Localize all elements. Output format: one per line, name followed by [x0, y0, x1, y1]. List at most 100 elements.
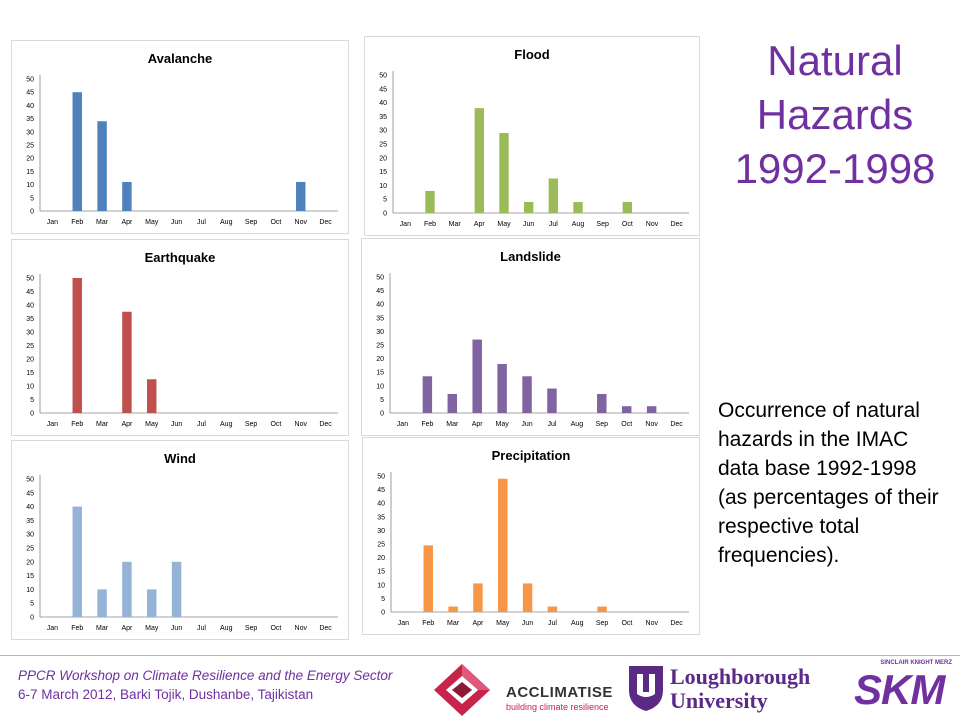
y-tick-label: 10	[379, 183, 387, 190]
bar-aug	[573, 201, 583, 213]
y-tick-label: 45	[379, 86, 387, 93]
chart-title: Precipitation	[492, 448, 571, 463]
y-tick-label: 15	[26, 169, 34, 176]
y-tick-label: 40	[377, 501, 385, 508]
y-tick-label: 30	[377, 528, 385, 535]
x-tick-label: Aug	[571, 620, 584, 627]
bar-apr	[122, 181, 132, 211]
y-tick-label: 50	[376, 275, 384, 282]
y-tick-label: 10	[26, 182, 34, 189]
y-tick-label: 35	[376, 315, 384, 322]
x-tick-label: Jul	[197, 625, 206, 632]
x-tick-label: Oct	[621, 421, 632, 428]
x-tick-label: Sep	[245, 421, 258, 428]
x-tick-label: Mar	[96, 421, 109, 428]
x-tick-label: Feb	[421, 421, 433, 428]
bar-jul	[547, 606, 558, 612]
chart-precipitation-svg: Precipitation 0 5 10 15 20 25 30 35 40 45 50 Jan Feb M…	[377, 448, 689, 627]
x-tick-label: Sep	[245, 219, 258, 226]
x-tick-label: Mar	[96, 219, 109, 226]
x-tick-label: Dec	[319, 625, 332, 632]
bar-oct	[622, 201, 633, 213]
chart-avalanche-svg: Avalanche 0 5 10 15 20 25 30 35 40 45 50 Jan Feb Mar Ap…	[26, 51, 338, 226]
x-tick-label: Aug	[220, 625, 233, 632]
chart-title: Avalanche	[148, 51, 213, 66]
x-tick-label: Mar	[447, 620, 460, 627]
slide-title-line: Hazards	[756, 91, 914, 138]
x-tick-label: Dec	[319, 219, 332, 226]
y-tick-label: 15	[377, 569, 385, 576]
y-tick-label: 50	[26, 77, 34, 84]
x-tick-label: Sep	[596, 620, 609, 627]
bar-feb	[422, 376, 433, 413]
chart-title: Wind	[164, 451, 196, 466]
y-tick-label: 35	[26, 316, 34, 323]
x-tick-label: Nov	[646, 221, 659, 228]
bar-feb	[423, 545, 433, 612]
x-tick-label: Feb	[422, 620, 434, 627]
y-tick-label: 30	[376, 329, 384, 336]
x-tick-label: Feb	[424, 221, 436, 228]
x-tick-label: Mar	[446, 421, 459, 428]
x-tick-label: Jan	[398, 620, 409, 627]
bar-nov	[296, 181, 306, 211]
x-tick-label: Apr	[121, 421, 133, 428]
x-tick-label: Jan	[397, 421, 408, 428]
y-tick-label: 10	[376, 383, 384, 390]
bar-jul	[547, 388, 557, 413]
bar-feb	[425, 190, 435, 213]
acclimatise-tagline: building climate resilience	[506, 702, 609, 712]
x-tick-label: Apr	[121, 625, 133, 632]
y-tick-label: 15	[376, 370, 384, 377]
slide-description: Occurrence of natural hazards in the IMA…	[718, 399, 939, 567]
y-tick-label: 45	[26, 90, 34, 97]
chart-earthquake: Earthquake 0 5 10 15 20 25 30 35 40 45 50 Jan Feb Mar A…	[11, 239, 349, 436]
slide-title-line: Natural	[767, 37, 903, 84]
loughborough-line2: University	[670, 688, 768, 713]
y-tick-label: 35	[379, 114, 387, 121]
bar-may	[147, 379, 157, 413]
x-tick-label: May	[145, 421, 159, 428]
x-tick-label: Jun	[522, 620, 533, 627]
y-tick-label: 30	[26, 532, 34, 539]
x-tick-label: Sep	[596, 421, 609, 428]
chart-avalanche: Avalanche 0 5 10 15 20 25 30 35 40 45 50 Jan Feb Mar Ap…	[11, 40, 349, 234]
bar-mar	[97, 589, 107, 617]
x-tick-label: Aug	[572, 221, 585, 228]
x-tick-label: Dec	[670, 221, 683, 228]
x-tick-label: Apr	[472, 421, 484, 428]
bar-may	[498, 478, 508, 612]
x-tick-label: Jan	[47, 625, 58, 632]
y-tick-label: 5	[30, 397, 34, 404]
x-tick-label: Oct	[270, 219, 281, 226]
chart-earthquake-svg: Earthquake 0 5 10 15 20 25 30 35 40 45 50 Jan Feb Mar A…	[26, 250, 338, 428]
y-tick-label: 0	[383, 211, 387, 218]
x-tick-label: Apr	[474, 221, 486, 228]
y-tick-label: 25	[26, 343, 34, 350]
x-tick-label: Dec	[670, 620, 683, 627]
y-tick-label: 40	[26, 303, 34, 310]
x-tick-label: Nov	[646, 620, 659, 627]
y-tick-label: 15	[379, 169, 387, 176]
x-tick-label: Jan	[400, 221, 411, 228]
bar-may	[497, 364, 507, 413]
x-tick-label: Jul	[197, 219, 206, 226]
chart-flood-svg: Flood 0 5 10 15 20 25 30 35 40 45 50 Jan Feb Mar Apr May…	[379, 47, 689, 228]
x-tick-label: Dec	[670, 421, 683, 428]
bar-mar	[447, 393, 458, 413]
bar-nov	[646, 406, 657, 413]
x-tick-label: Nov	[645, 421, 658, 428]
skm-wordmark: SKM	[854, 666, 945, 713]
bar-jun	[522, 376, 532, 413]
bar-jul	[548, 178, 559, 213]
bar-may	[147, 589, 157, 617]
y-tick-label: 30	[26, 129, 34, 136]
y-tick-label: 20	[376, 356, 384, 363]
y-tick-label: 20	[26, 357, 34, 364]
y-tick-label: 0	[381, 610, 385, 617]
y-tick-label: 30	[26, 330, 34, 337]
y-tick-label: 25	[26, 143, 34, 150]
y-tick-label: 35	[26, 116, 34, 123]
x-tick-label: Mar	[449, 221, 462, 228]
chart-title: Landslide	[500, 249, 561, 264]
